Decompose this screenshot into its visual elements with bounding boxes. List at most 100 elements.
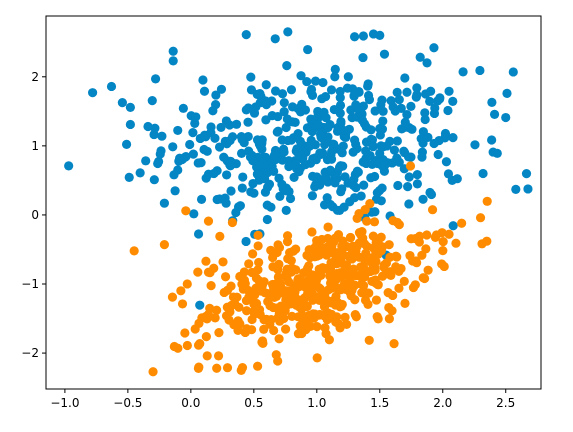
data-point (253, 241, 263, 251)
data-point (258, 153, 268, 163)
data-point (412, 83, 422, 93)
data-point (268, 262, 278, 272)
data-point (242, 306, 252, 316)
data-point (375, 30, 385, 40)
data-point (511, 184, 521, 194)
data-point (147, 96, 157, 106)
data-point (303, 44, 313, 55)
data-point (444, 229, 454, 239)
data-point (311, 276, 321, 286)
data-point (508, 67, 518, 77)
data-point (222, 363, 233, 373)
data-point (193, 340, 204, 350)
data-point (180, 328, 190, 338)
data-point (328, 296, 338, 306)
data-point (233, 325, 243, 336)
data-point (427, 205, 438, 215)
x-tick-label: 1.0 (307, 396, 326, 410)
data-point (429, 138, 439, 149)
data-point (208, 106, 218, 116)
data-point (371, 256, 381, 267)
data-point (439, 261, 449, 272)
data-point (286, 85, 297, 95)
data-point (185, 139, 195, 150)
data-point (350, 135, 360, 145)
data-point (391, 252, 402, 262)
data-point (211, 90, 221, 100)
data-point (320, 323, 330, 333)
data-point (338, 236, 348, 246)
data-point (336, 116, 346, 127)
data-point (423, 265, 433, 275)
data-point (335, 86, 345, 97)
data-point (188, 127, 198, 138)
data-point (451, 238, 461, 248)
data-point (489, 109, 500, 119)
x-tick-label: 2.0 (433, 396, 452, 410)
data-point (188, 149, 198, 159)
data-point (253, 265, 263, 275)
data-point (191, 112, 201, 122)
data-point (325, 199, 335, 210)
data-point (492, 148, 502, 158)
data-point (341, 260, 351, 270)
data-point (226, 281, 236, 291)
data-point (281, 122, 291, 133)
data-point (359, 180, 369, 190)
data-point (358, 157, 368, 167)
data-point (324, 335, 334, 345)
data-point (340, 172, 350, 182)
data-point (394, 283, 404, 293)
data-point (226, 186, 236, 196)
data-point (448, 133, 458, 143)
data-point (307, 227, 317, 237)
data-point (381, 258, 392, 268)
data-point (329, 139, 339, 149)
data-point (346, 105, 356, 115)
data-point (269, 325, 279, 336)
data-point (233, 316, 243, 326)
data-point (141, 156, 151, 166)
data-point (259, 277, 269, 287)
data-point (312, 321, 322, 332)
data-point (225, 135, 235, 146)
data-point (336, 301, 346, 312)
x-tick-label: −1.0 (50, 396, 79, 410)
data-point (236, 365, 246, 375)
data-point (404, 172, 414, 182)
data-point (282, 237, 293, 247)
data-point (361, 248, 371, 258)
data-point (281, 186, 291, 196)
data-point (236, 132, 246, 142)
data-point (521, 169, 532, 179)
data-point (129, 246, 139, 256)
x-tick-label: −0.5 (113, 396, 142, 410)
data-point (323, 222, 333, 232)
data-point (359, 119, 370, 129)
data-point (148, 367, 158, 377)
data-point (261, 314, 272, 324)
data-point (279, 147, 289, 157)
data-point (330, 64, 340, 74)
data-point (121, 139, 132, 149)
data-point (368, 142, 378, 152)
data-point (384, 314, 394, 324)
data-point (269, 166, 279, 177)
data-point (106, 81, 117, 92)
data-point (297, 99, 307, 109)
data-point (270, 86, 281, 96)
data-point (357, 269, 367, 280)
data-point (298, 315, 308, 325)
data-point (243, 117, 253, 127)
data-point (221, 116, 231, 126)
series-2 (129, 161, 492, 377)
data-point (348, 282, 358, 292)
data-point (336, 161, 346, 171)
data-point (523, 184, 533, 194)
data-point (215, 231, 225, 241)
data-point (302, 263, 313, 273)
data-point (233, 202, 244, 212)
data-point (311, 179, 321, 189)
data-point (167, 292, 178, 302)
data-point (388, 216, 398, 226)
